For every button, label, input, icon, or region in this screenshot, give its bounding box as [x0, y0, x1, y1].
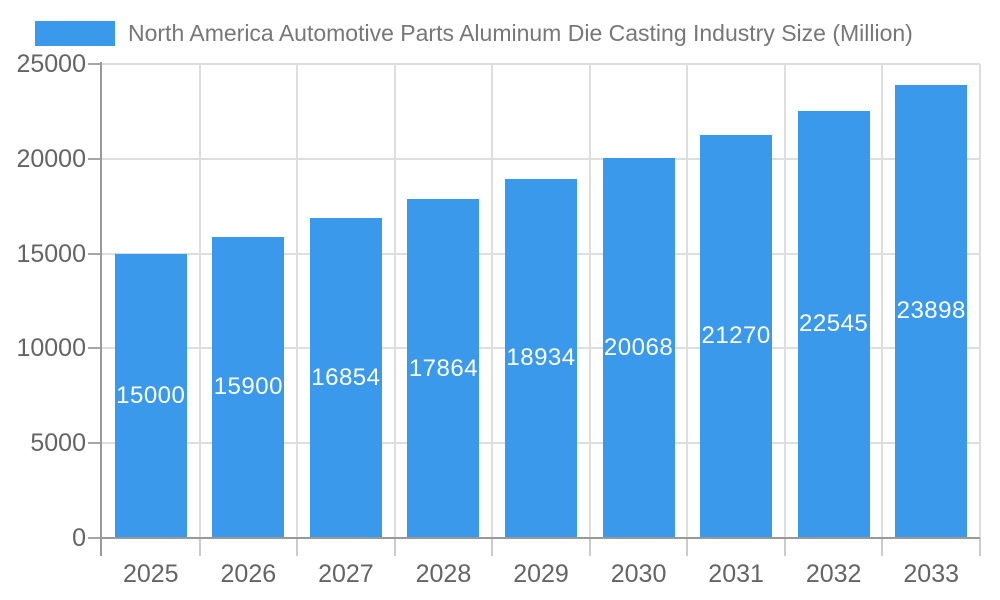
y-axis-tick: [88, 442, 102, 445]
bar-value-label: 20068: [603, 333, 674, 361]
gridline-horizontal: [102, 63, 980, 65]
gridline-vertical: [588, 64, 591, 538]
bar-value-label: 15000: [116, 381, 186, 409]
y-axis-label: 25000: [16, 50, 86, 78]
y-axis-label: 5000: [30, 429, 86, 458]
x-axis-label: 2028: [415, 560, 472, 588]
legend-swatch: [35, 20, 115, 46]
bar-2033[interactable]: 23898: [895, 84, 968, 538]
gridline-vertical: [881, 64, 884, 538]
bar-value-label: 22545: [799, 310, 869, 338]
x-axis-tick: [198, 538, 201, 556]
y-axis-label: 15000: [16, 239, 86, 268]
gridline-vertical: [393, 64, 396, 538]
bar-2031[interactable]: 21270: [700, 134, 773, 538]
gridline-vertical: [783, 64, 786, 538]
x-axis-label: 2030: [610, 560, 667, 588]
bar-2030[interactable]: 20068: [602, 157, 675, 538]
x-axis-label: 2032: [805, 560, 862, 588]
x-axis-tick: [979, 538, 981, 556]
x-axis-label: 2025: [122, 560, 179, 588]
bar-2025[interactable]: 15000: [114, 253, 187, 538]
y-axis-label: 10000: [16, 334, 86, 363]
x-axis-tick: [686, 538, 689, 556]
y-axis-tick: [88, 252, 102, 255]
gridline-vertical: [979, 64, 981, 538]
x-axis-label: 2027: [318, 560, 374, 588]
gridline-horizontal: [102, 157, 980, 160]
bar-2029[interactable]: 18934: [505, 179, 577, 538]
gridline-vertical: [296, 64, 299, 538]
x-axis-label: 2029: [513, 560, 569, 588]
legend-label: North America Automotive Parts Aluminum …: [128, 19, 913, 46]
x-axis-tick: [881, 538, 884, 556]
y-axis-label: 0: [72, 524, 86, 552]
bar-value-label: 18934: [506, 344, 576, 372]
bar-2026[interactable]: 15900: [212, 236, 285, 538]
x-axis-tick: [783, 538, 786, 556]
bar-2032[interactable]: 22545: [797, 110, 870, 538]
bar-value-label: 23898: [896, 297, 966, 325]
bar-value-label: 21270: [701, 322, 771, 350]
y-axis-tick: [88, 157, 102, 160]
bar-2028[interactable]: 17864: [407, 199, 480, 538]
bar-value-label: 16854: [311, 364, 381, 392]
x-axis-label: 2031: [708, 560, 764, 588]
legend-item[interactable]: North America Automotive Parts Aluminum …: [35, 14, 913, 52]
y-axis-tick: [88, 537, 102, 539]
bar-2027[interactable]: 16854: [309, 218, 382, 538]
x-axis-tick: [296, 538, 299, 556]
x-axis-tick: [393, 538, 396, 556]
x-axis-line: [100, 537, 980, 539]
x-axis-label: 2026: [220, 560, 277, 588]
y-axis-line: [100, 62, 102, 556]
y-axis-tick: [88, 347, 102, 350]
gridline-vertical: [686, 64, 689, 538]
y-axis-label: 20000: [16, 144, 86, 173]
y-axis-tick: [88, 63, 102, 65]
bar-value-label: 15900: [213, 373, 283, 401]
gridline-vertical: [491, 64, 494, 538]
x-axis-tick: [491, 538, 494, 556]
x-axis-label: 2033: [903, 560, 960, 588]
x-axis-tick: [588, 538, 591, 556]
gridline-vertical: [198, 64, 201, 538]
bar-value-label: 17864: [408, 354, 479, 382]
